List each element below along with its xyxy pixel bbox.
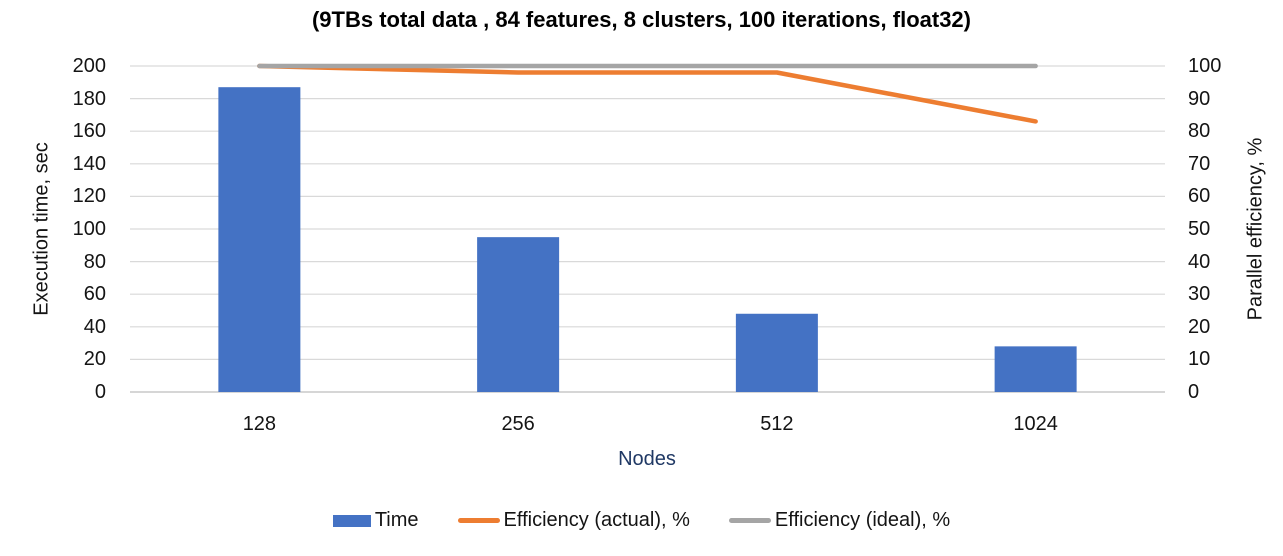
bar-128 (218, 87, 301, 392)
left-tick-80: 80 (83, 250, 106, 273)
legend-label: Efficiency (ideal), % (774, 509, 951, 531)
left-tick-100: 100 (72, 218, 106, 240)
legend-swatch-line (728, 518, 771, 523)
legend-swatch-bar (332, 514, 371, 527)
right-tick-100: 100 (1188, 55, 1222, 77)
left-tick-60: 60 (83, 283, 106, 306)
legend-item: Time (332, 509, 419, 532)
series-line-right (257, 63, 1038, 124)
left-tick-160: 160 (72, 120, 106, 143)
x-axis-title: Nodes (618, 448, 676, 470)
left-tick-20: 20 (83, 348, 106, 371)
legend: Time Efficiency (actual), % Efficiency (id… (0, 509, 1283, 532)
xtick-1024: 1024 (1013, 413, 1058, 435)
bar-512 (735, 313, 818, 392)
legend-swatch-line (457, 518, 500, 523)
right-tick-70: 70 (1188, 152, 1211, 175)
right-tick-20: 20 (1188, 315, 1211, 338)
xtick-256: 256 (501, 413, 535, 435)
legend-item: Efficiency (ideal), % (728, 509, 951, 532)
left-tick-40: 40 (83, 315, 106, 338)
bar-256 (477, 237, 560, 392)
right-tick-0: 0 (1188, 381, 1200, 403)
right-tick-40: 40 (1188, 250, 1211, 273)
xtick-512: 512 (760, 413, 794, 435)
legend-label: Time (374, 509, 419, 531)
right-tick-60: 60 (1188, 185, 1211, 208)
left-tick-180: 180 (72, 87, 106, 110)
right-tick-90: 90 (1188, 87, 1211, 110)
left-tick-140: 140 (72, 152, 106, 175)
chart-title: (9TBs total data , 84 features, 8 cluste… (311, 7, 971, 32)
legend-label: Efficiency (actual), % (503, 509, 690, 531)
right-tick-30: 30 (1188, 283, 1211, 306)
plot-area (130, 63, 1165, 393)
right-tick-10: 10 (1188, 348, 1211, 371)
right-axis-title: Parallel efficiency, % (1244, 137, 1267, 321)
legend-item: Efficiency (actual), % (457, 509, 690, 532)
right-tick-50: 50 (1188, 218, 1211, 240)
left-tick-200: 200 (72, 55, 106, 77)
right-tick-80: 80 (1188, 120, 1211, 143)
left-tick-120: 120 (72, 185, 106, 208)
xtick-128: 128 (242, 413, 277, 435)
left-tick-0: 0 (94, 381, 106, 403)
bar-1024 (994, 346, 1077, 392)
